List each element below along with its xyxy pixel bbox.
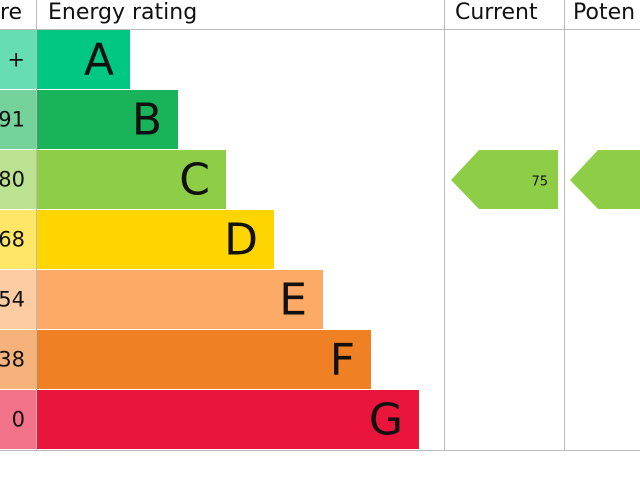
- current-arrow: [451, 150, 558, 209]
- score-label: 0: [12, 408, 25, 432]
- score-label: 68: [0, 228, 25, 252]
- rating-bar: [37, 150, 226, 209]
- score-cell: [0, 390, 36, 449]
- rating-letter: A: [84, 35, 114, 86]
- rating-letter: F: [330, 335, 355, 386]
- rating-bar: [37, 30, 130, 89]
- score-cell: [0, 210, 36, 269]
- rating-letter: C: [179, 155, 210, 206]
- score-label: 80: [0, 168, 25, 192]
- score-cell: [0, 270, 36, 329]
- rating-bar: [37, 330, 371, 389]
- score-cell: [0, 30, 36, 89]
- rating-letter: E: [279, 275, 307, 326]
- rating-letter: D: [224, 215, 258, 266]
- current-value: 75: [531, 175, 548, 190]
- rating-bar: [37, 270, 323, 329]
- rating-bar: [37, 90, 178, 149]
- rating-letter: B: [132, 95, 162, 146]
- current-header: Current: [455, 0, 538, 25]
- score-label: 38: [0, 348, 25, 372]
- score-label: 91: [0, 108, 25, 132]
- rating-letter: G: [369, 395, 403, 446]
- rating-bar: [37, 210, 274, 269]
- score-cell: [0, 150, 36, 209]
- score-header: re: [0, 0, 22, 25]
- rating-header: Energy rating: [48, 0, 197, 25]
- score-cell: [0, 330, 36, 389]
- score-cell: [0, 90, 36, 149]
- potential-arrow: [570, 150, 640, 209]
- potential-header: Poten: [573, 0, 635, 25]
- score-label: +: [7, 48, 25, 72]
- rating-bar: [37, 390, 419, 449]
- score-label: 54: [0, 288, 25, 312]
